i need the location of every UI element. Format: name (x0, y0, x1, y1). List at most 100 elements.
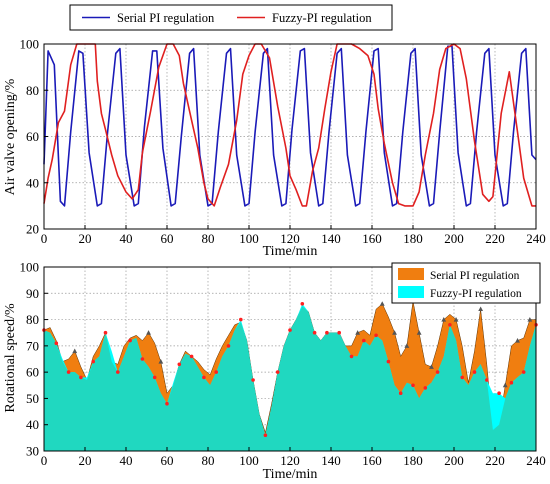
top-x-axis-label: Time/min (263, 244, 318, 259)
fuzzy-pi-line (43, 43, 536, 207)
top-x-tick-label: 0 (41, 231, 48, 246)
fuzzy-marker (411, 383, 415, 388)
serial-marker (158, 359, 164, 364)
bottom-y-tick-label: 50 (26, 391, 39, 406)
fuzzy-marker (66, 370, 71, 374)
serial-marker (146, 330, 151, 335)
bottom-y-tick-label: 40 (26, 417, 39, 432)
top-x-tick-label: 40 (120, 231, 133, 246)
serial-marker (416, 330, 422, 335)
fuzzy-marker (337, 330, 342, 335)
bottom-x-tick-label: 80 (202, 453, 215, 468)
overlap-area (44, 306, 536, 451)
top-y-tick-label: 60 (26, 129, 39, 144)
bottom-x-tick-label: 180 (403, 453, 423, 468)
fuzzy-marker (472, 370, 477, 374)
bottom-legend: Serial PI regulation Fuzzy-PI regulation (391, 262, 541, 304)
fuzzy-marker (239, 317, 243, 322)
fuzzy-marker (152, 375, 157, 380)
legend-label-fuzzy: Fuzzy-PI regulation (272, 11, 372, 25)
fuzzy-marker (214, 370, 218, 374)
fuzzy-marker (116, 370, 120, 374)
bottom-x-tick-label: 60 (161, 453, 174, 468)
top-x-tick-label: 100 (239, 231, 259, 246)
top-x-tick-label: 60 (161, 231, 174, 246)
bottom-y-tick-label: 30 (26, 444, 39, 459)
fuzzy-marker (165, 401, 169, 406)
bottom-y-tick-label: 100 (20, 260, 40, 275)
fuzzy-marker (460, 375, 465, 380)
fuzzy-marker (103, 330, 108, 335)
fuzzy-marker (91, 359, 95, 364)
serial-marker (502, 382, 508, 388)
bottom-y-tick-label: 90 (26, 286, 39, 301)
serial-marker (72, 348, 78, 354)
top-y-axis-label: Air valve opening/% (3, 78, 18, 195)
fuzzy-marker (226, 344, 231, 348)
fuzzy-marker (251, 378, 255, 382)
fuzzy-marker (128, 338, 132, 343)
legend-swatch-fuzzy-area (398, 286, 424, 298)
bottom-y-axis-label: Rotational speed/% (3, 303, 18, 413)
bottom-y-tick-label: 70 (26, 338, 39, 353)
top-x-tick-label: 20 (79, 231, 92, 246)
fuzzy-marker (189, 354, 194, 359)
bottom-x-tick-label: 240 (526, 453, 546, 468)
legend-swatch-serial-area (398, 268, 424, 280)
fuzzy-marker (386, 359, 391, 364)
top-y-tick-label: 80 (26, 83, 39, 98)
fuzzy-marker (423, 386, 428, 390)
fuzzy-marker (485, 378, 489, 382)
bottom-x-tick-label: 40 (120, 453, 133, 468)
fuzzy-marker (362, 338, 366, 343)
fuzzy-marker (374, 333, 378, 338)
legend-label-serial: Serial PI regulation (117, 11, 215, 25)
serial-marker (429, 364, 434, 369)
top-x-tick-label: 120 (280, 231, 300, 246)
fuzzy-marker (497, 391, 501, 396)
fuzzy-marker (300, 302, 305, 306)
top-y-tick-label: 100 (20, 37, 40, 52)
serial-marker (478, 306, 484, 312)
fuzzy-marker (275, 370, 280, 374)
fuzzy-marker (288, 328, 292, 332)
fuzzy-marker (509, 380, 514, 385)
top-x-tick-label: 80 (202, 231, 215, 246)
fuzzy-marker (349, 354, 354, 359)
top-y-tick-label: 20 (26, 222, 39, 237)
top-legend: Serial PI regulation Fuzzy-PI regulation (69, 4, 393, 31)
bottom-x-tick-label: 100 (239, 453, 259, 468)
bottom-x-tick-label: 0 (41, 453, 48, 468)
top-x-tick-label: 140 (321, 231, 341, 246)
serial-marker (527, 316, 533, 322)
fuzzy-marker (54, 341, 59, 346)
serial-marker (404, 343, 410, 348)
bottom-x-tick-label: 120 (280, 453, 300, 468)
top-x-tick-label: 180 (403, 231, 423, 246)
serial-marker (379, 301, 385, 306)
top-x-tick-label: 220 (485, 231, 505, 246)
bottom-x-tick-label: 160 (362, 453, 382, 468)
fuzzy-marker (312, 330, 317, 335)
serial-marker (392, 330, 397, 335)
fuzzy-marker (79, 375, 83, 380)
bottom-y-tick-label: 80 (26, 312, 39, 327)
fuzzy-marker (398, 391, 403, 396)
top-x-tick-label: 240 (526, 231, 546, 246)
bottom-x-tick-label: 220 (485, 453, 505, 468)
serial-marker (453, 316, 459, 322)
fuzzy-marker (177, 362, 182, 367)
bottom-x-tick-label: 200 (444, 453, 464, 468)
top-x-tick-label: 200 (444, 231, 464, 246)
serial-marker (355, 330, 361, 335)
legend-label-serial-area: Serial PI regulation (430, 270, 520, 282)
air-valve-chart: 0 20 40 60 80 100 120 140 160 180 200 220 2402040608… (20, 37, 546, 247)
bottom-x-tick-label: 20 (79, 453, 92, 468)
serial-marker (441, 316, 447, 322)
fuzzy-marker (325, 330, 329, 335)
bottom-x-axis-label: Time/min (263, 467, 318, 482)
fuzzy-marker (435, 370, 440, 374)
bottom-y-tick-label: 60 (26, 365, 39, 380)
fuzzy-marker (202, 375, 206, 380)
